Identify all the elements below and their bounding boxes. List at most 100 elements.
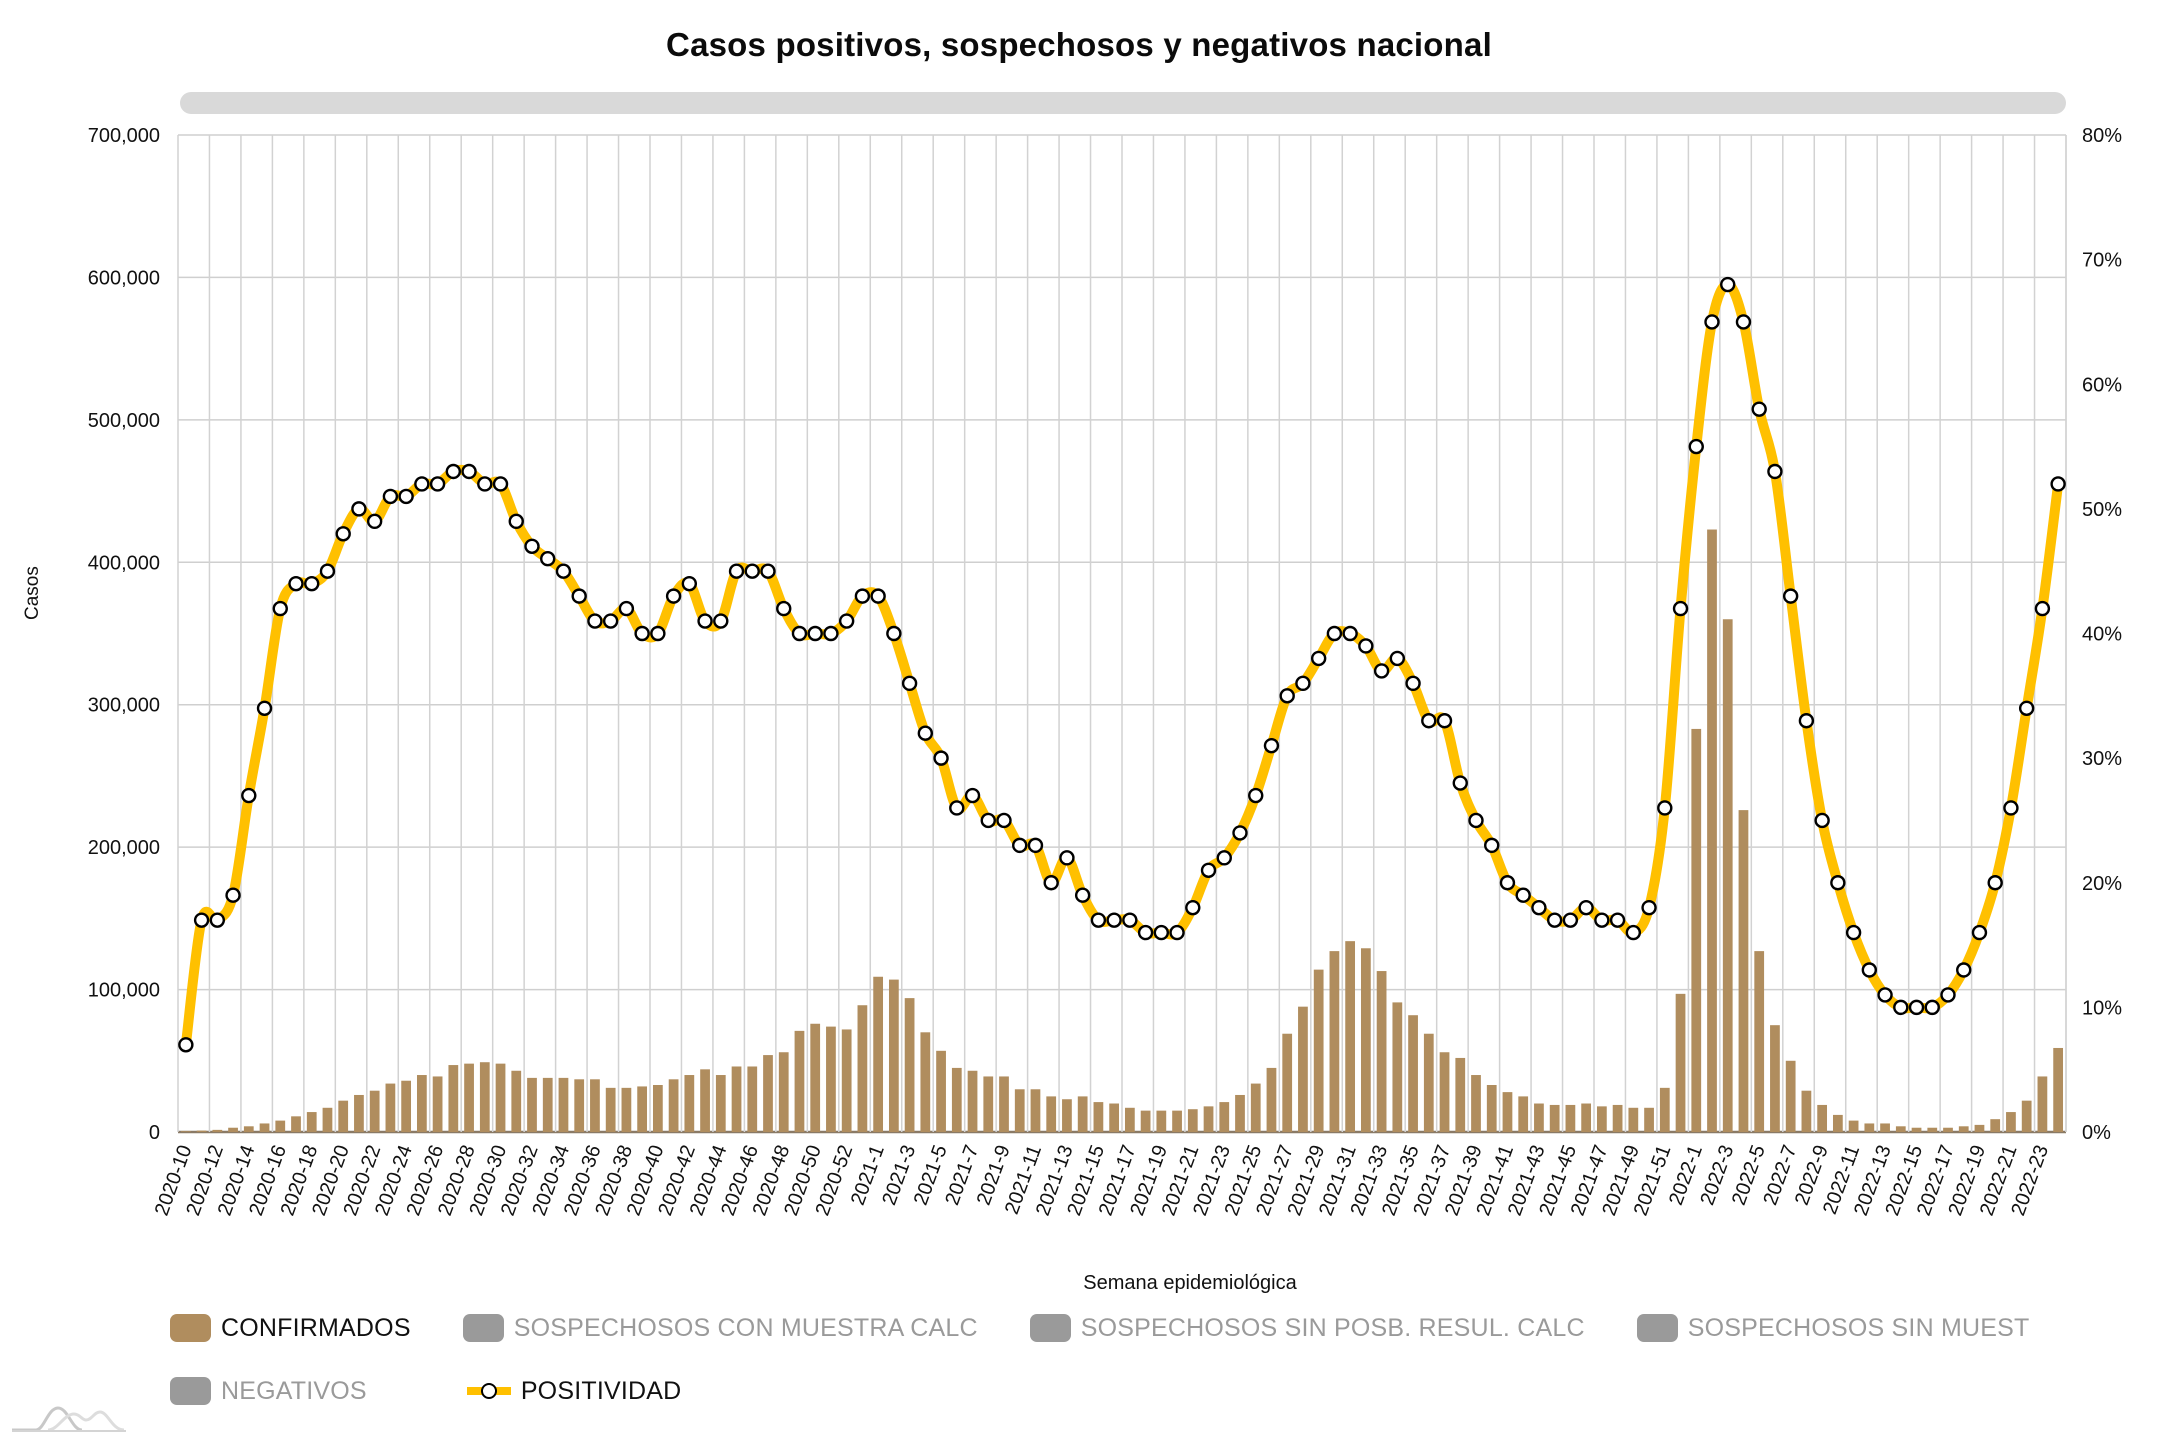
point-positividad-2021-11[interactable] — [1027, 837, 1044, 854]
bar-confirmados-2020-53[interactable] — [857, 1005, 868, 1132]
point-positividad-2021-41[interactable] — [1499, 875, 1516, 891]
point-positividad-2021-20[interactable] — [1169, 924, 1185, 941]
point-positividad-2021-40[interactable] — [1484, 837, 1500, 854]
point-positividad-2020-13[interactable] — [225, 887, 241, 903]
bar-confirmados-2020-34[interactable] — [558, 1077, 569, 1132]
point-positividad-2021-7[interactable] — [964, 787, 981, 804]
bar-confirmados-2020-28[interactable] — [464, 1063, 474, 1132]
bar-confirmados-2021-39[interactable] — [1471, 1075, 1481, 1132]
point-positividad-2021-44[interactable] — [1546, 912, 1563, 928]
bar-confirmados-2022-15[interactable] — [1911, 1127, 1922, 1132]
bar-confirmados-2020-10[interactable] — [180, 1131, 191, 1132]
point-positividad-2021-14[interactable] — [1074, 887, 1091, 903]
point-positividad-2021-42[interactable] — [1515, 887, 1531, 903]
point-positividad-2020-52[interactable] — [838, 613, 855, 629]
point-positividad-2021-50[interactable] — [1641, 899, 1657, 916]
point-positividad-2020-30[interactable] — [492, 476, 509, 492]
bar-confirmados-2021-9[interactable] — [999, 1076, 1009, 1132]
point-positividad-2021-4[interactable] — [917, 725, 934, 741]
bar-confirmados-2021-13[interactable] — [1062, 1099, 1072, 1132]
point-positividad-2020-18[interactable] — [304, 575, 320, 592]
bar-confirmados-2021-20[interactable] — [1172, 1110, 1182, 1132]
bar-confirmados-2020-16[interactable] — [275, 1120, 286, 1132]
bar-confirmados-2021-4[interactable] — [920, 1032, 931, 1132]
bar-confirmados-2020-15[interactable] — [259, 1123, 270, 1132]
point-positividad-2020-11[interactable] — [193, 912, 210, 928]
point-positividad-2022-12[interactable] — [1861, 962, 1878, 978]
bar-confirmados-2022-6[interactable] — [1770, 1025, 1780, 1132]
bar-confirmados-2022-9[interactable] — [1817, 1104, 1828, 1132]
bar-confirmados-2020-39[interactable] — [637, 1086, 648, 1132]
bar-confirmados-2022-20[interactable] — [1990, 1119, 2001, 1132]
point-positividad-2021-43[interactable] — [1531, 899, 1547, 916]
bar-confirmados-2021-45[interactable] — [1565, 1104, 1576, 1132]
bar-confirmados-2020-42[interactable] — [684, 1075, 695, 1132]
bar-confirmados-2021-40[interactable] — [1486, 1084, 1497, 1132]
bar-confirmados-2020-46[interactable] — [747, 1066, 758, 1132]
point-positividad-2020-43[interactable] — [697, 613, 713, 629]
bar-confirmados-2020-13[interactable] — [228, 1127, 238, 1132]
bar-confirmados-2021-15[interactable] — [1093, 1102, 1104, 1132]
bar-confirmados-2020-21[interactable] — [354, 1094, 364, 1132]
bar-confirmados-2022-14[interactable] — [1895, 1126, 1906, 1132]
bar-confirmados-2021-46[interactable] — [1581, 1103, 1592, 1132]
bar-confirmados-2020-24[interactable] — [401, 1080, 412, 1132]
point-positividad-2021-38[interactable] — [1452, 775, 1468, 791]
bar-confirmados-2021-51[interactable] — [1659, 1087, 1670, 1132]
point-positividad-2021-3[interactable] — [901, 675, 918, 692]
bar-confirmados-2021-19[interactable] — [1156, 1110, 1167, 1132]
point-positividad-2020-48[interactable] — [776, 600, 792, 617]
bar-confirmados-2021-38[interactable] — [1455, 1057, 1466, 1132]
bar-confirmados-2022-24[interactable] — [2053, 1047, 2064, 1132]
point-positividad-2020-22[interactable] — [366, 513, 383, 530]
point-positividad-2021-21[interactable] — [1185, 899, 1201, 916]
bar-confirmados-2022-21[interactable] — [2006, 1112, 2016, 1132]
bar-confirmados-2021-11[interactable] — [1030, 1089, 1041, 1132]
point-positividad-2022-20[interactable] — [1987, 875, 2003, 891]
point-positividad-2022-5[interactable] — [1751, 401, 1767, 417]
bar-confirmados-2022-8[interactable] — [1801, 1090, 1812, 1132]
bar-confirmados-2020-11[interactable] — [196, 1130, 207, 1132]
point-positividad-2020-40[interactable] — [650, 625, 666, 642]
point-positividad-2021-1[interactable] — [870, 588, 886, 604]
point-positividad-2021-30[interactable] — [1326, 625, 1343, 642]
point-positividad-2021-10[interactable] — [1012, 837, 1028, 854]
bar-confirmados-2020-23[interactable] — [385, 1083, 396, 1132]
bar-confirmados-2022-12[interactable] — [1864, 1123, 1875, 1132]
point-positividad-2022-1[interactable] — [1688, 438, 1704, 455]
point-positividad-2021-23[interactable] — [1216, 850, 1232, 866]
bar-confirmados-2021-29[interactable] — [1313, 969, 1324, 1132]
point-positividad-2020-51[interactable] — [823, 625, 839, 642]
bar-confirmados-2021-5[interactable] — [936, 1050, 946, 1132]
bar-confirmados-2020-38[interactable] — [621, 1087, 632, 1132]
point-positividad-2022-21[interactable] — [2003, 800, 2019, 816]
bar-confirmados-2020-49[interactable] — [794, 1030, 805, 1132]
point-positividad-2020-15[interactable] — [256, 700, 273, 716]
bar-confirmados-2020-40[interactable] — [652, 1084, 663, 1132]
bar-confirmados-2020-52[interactable] — [841, 1029, 852, 1132]
bar-confirmados-2022-16[interactable] — [1927, 1127, 1938, 1132]
legend-item-sospechosos-con-muestra[interactable]: SOSPECHOSOS CON MUESTRA CALC — [462, 1314, 978, 1343]
bar-confirmados-2020-27[interactable] — [448, 1065, 459, 1132]
point-positividad-2021-18[interactable] — [1137, 924, 1154, 941]
bar-confirmados-2020-48[interactable] — [778, 1052, 789, 1132]
point-positividad-2020-24[interactable] — [398, 488, 414, 505]
point-positividad-2020-32[interactable] — [524, 538, 540, 554]
bar-confirmados-2020-33[interactable] — [542, 1077, 553, 1132]
point-positividad-2022-23[interactable] — [2034, 600, 2051, 617]
point-positividad-2021-19[interactable] — [1153, 924, 1170, 941]
bar-confirmados-2020-36[interactable] — [590, 1079, 600, 1132]
bar-confirmados-2021-49[interactable] — [1628, 1107, 1639, 1132]
bar-confirmados-2021-44[interactable] — [1549, 1104, 1560, 1132]
bar-confirmados-2020-26[interactable] — [432, 1076, 443, 1132]
bar-confirmados-2021-6[interactable] — [951, 1067, 962, 1132]
point-positividad-2021-2[interactable] — [886, 625, 902, 642]
bar-confirmados-2020-32[interactable] — [527, 1077, 537, 1132]
point-positividad-2020-28[interactable] — [461, 463, 477, 480]
bar-confirmados-2022-17[interactable] — [1943, 1127, 1953, 1132]
point-positividad-2020-19[interactable] — [319, 563, 336, 579]
bar-confirmados-2021-12[interactable] — [1046, 1096, 1057, 1132]
legend-item-negativos[interactable]: NEGATIVOS — [170, 1377, 367, 1406]
point-positividad-2021-16[interactable] — [1106, 912, 1122, 928]
legend-item-sospechosos-sin-posb[interactable]: SOSPECHOSOS SIN POSB. RESUL. CALC — [1029, 1314, 1585, 1343]
